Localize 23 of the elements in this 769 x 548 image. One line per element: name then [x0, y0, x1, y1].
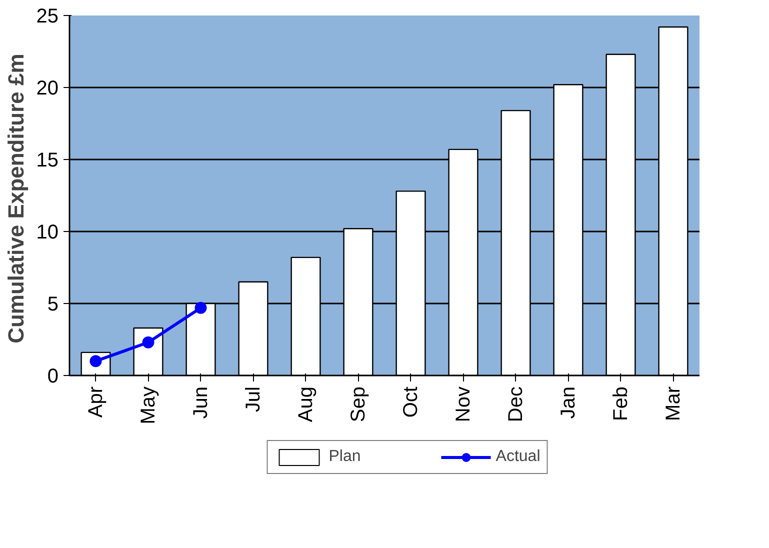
x-tick-label: Dec — [504, 386, 527, 422]
point — [142, 336, 154, 348]
y-tick-label: 0 — [47, 366, 58, 388]
y-tick-label: 15 — [36, 150, 59, 172]
x-tick-label: Aug — [294, 386, 317, 422]
y-tick-label: 20 — [36, 78, 59, 100]
x-tick-label: Mar — [662, 386, 684, 421]
y-tick-label: 10 — [36, 222, 59, 244]
x-tick-label: Apr — [84, 386, 107, 418]
x-tick-label: May — [137, 386, 160, 424]
legend-label: Actual — [496, 448, 540, 466]
x-tick-label: Jan — [557, 386, 580, 419]
x-tick-label: Sep — [347, 386, 370, 422]
legend-label: Plan — [328, 448, 361, 466]
x-tick-label: Jun — [190, 386, 212, 419]
y-tick-label: 5 — [47, 294, 58, 316]
x-tick-label: Oct — [400, 386, 422, 418]
y-tick-label: 25 — [36, 6, 59, 28]
x-tick-label: Feb — [610, 386, 632, 421]
y-axis-title: Cumulative Expenditure £m — [3, 54, 28, 344]
x-tick-label: Nov — [452, 386, 474, 422]
x-tick-label: Jul — [242, 386, 264, 412]
point — [194, 302, 207, 314]
